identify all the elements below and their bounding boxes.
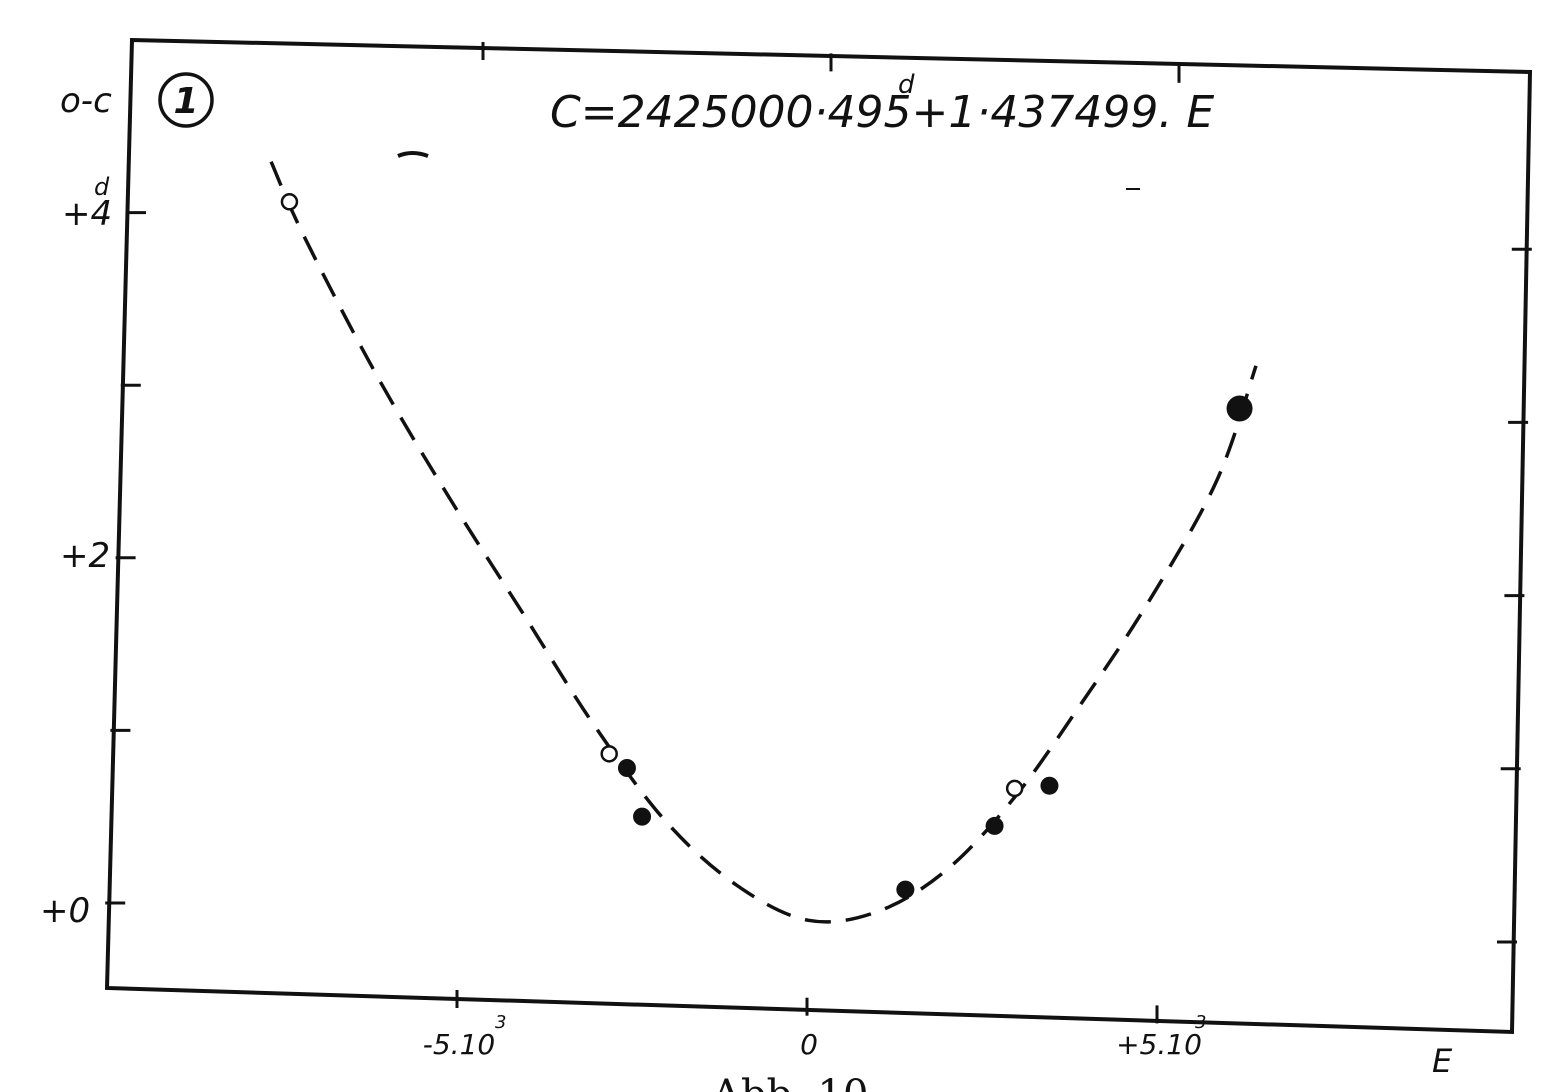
- filled-circle-point: [896, 880, 915, 899]
- y-tick-label: +0: [40, 891, 90, 931]
- y-tick-label: +2: [60, 536, 110, 576]
- panel-label-text: 1: [173, 81, 198, 122]
- filled-circle-point: [1040, 776, 1059, 795]
- filled-circle-point: [985, 816, 1004, 835]
- data-points: [280, 193, 1253, 899]
- x-tick-label: -5.10: [423, 1028, 495, 1061]
- x-tick-exponent: 3: [1195, 1012, 1206, 1033]
- open-circle-point: [1005, 779, 1024, 798]
- equation-unit-mark: d: [898, 70, 915, 100]
- figure-caption: Abb. 10: [711, 1072, 868, 1092]
- open-circle-point: [280, 193, 299, 211]
- x-tick-exponent: 3: [495, 1012, 506, 1033]
- axis-ticks: [105, 42, 1532, 1024]
- ephemeris-equation: C=2425000·495+1·437499. E d: [550, 70, 1214, 138]
- large-filled-circle-point: [1226, 395, 1253, 422]
- y-axis-label: o-c: [60, 81, 112, 121]
- x-tick-label: 0: [800, 1028, 818, 1061]
- filled-circle-point: [617, 758, 636, 777]
- equation-part1: 495+1: [828, 87, 977, 138]
- scan-speck: [397, 151, 429, 158]
- x-tick-label: +5.10: [1116, 1028, 1202, 1061]
- panel-label-circle: [158, 72, 214, 128]
- equation-text: C=2425000·495+1·437499. E: [550, 87, 1214, 138]
- plot-frame: [104, 37, 1533, 1035]
- equation-decimal-mark-1: ·: [814, 87, 828, 138]
- panel-label: 1: [158, 72, 214, 128]
- y-tick-label: +4: [62, 194, 112, 234]
- equation-decimal-mark-2: ·: [976, 87, 990, 138]
- equation-prefix: C=2425000: [550, 87, 814, 138]
- y-unit-mark: d: [94, 173, 110, 201]
- x-axis-label: E: [1432, 1042, 1453, 1080]
- open-circle-point: [600, 745, 618, 763]
- equation-part2: 437499. E: [990, 87, 1214, 138]
- fit-curve: [269, 160, 1258, 924]
- filled-circle-point: [633, 807, 652, 826]
